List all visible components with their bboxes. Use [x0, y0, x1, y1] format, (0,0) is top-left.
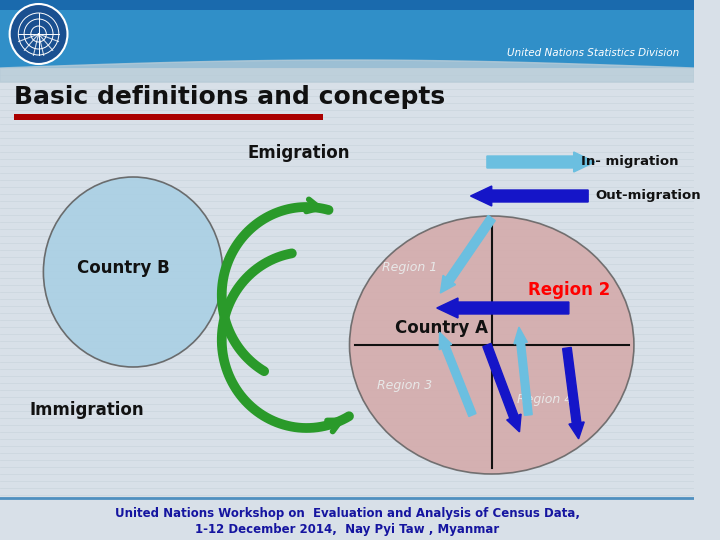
Text: Region 4: Region 4 — [517, 394, 572, 407]
Text: In- migration: In- migration — [581, 156, 679, 168]
Text: Region 2: Region 2 — [528, 281, 610, 299]
FancyArrow shape — [483, 343, 521, 432]
FancyArrow shape — [439, 332, 476, 416]
Text: Out-migration: Out-migration — [595, 190, 701, 202]
Text: Country A: Country A — [395, 319, 488, 337]
FancyArrow shape — [441, 215, 495, 293]
Text: United Nations Statistics Division: United Nations Statistics Division — [508, 48, 680, 58]
Bar — [0, 10, 694, 68]
Text: Region 1: Region 1 — [382, 261, 437, 274]
Text: Region 3: Region 3 — [377, 379, 433, 392]
Bar — [14, 114, 323, 120]
FancyArrow shape — [514, 327, 532, 415]
Bar — [0, 68, 694, 498]
Text: Basic definitions and concepts: Basic definitions and concepts — [14, 85, 446, 109]
FancyArrow shape — [437, 298, 569, 318]
Text: 1-12 December 2014,  Nay Pyi Taw , Myanmar: 1-12 December 2014, Nay Pyi Taw , Myanma… — [195, 523, 499, 537]
Circle shape — [9, 4, 68, 64]
Ellipse shape — [349, 216, 634, 474]
Text: Immigration: Immigration — [30, 401, 144, 419]
Polygon shape — [0, 60, 694, 82]
FancyArrow shape — [470, 186, 588, 206]
FancyArrow shape — [562, 347, 584, 439]
Ellipse shape — [43, 177, 222, 367]
Text: United Nations Workshop on  Evaluation and Analysis of Census Data,: United Nations Workshop on Evaluation an… — [114, 508, 580, 521]
Bar — [0, 0, 694, 68]
Text: Country B: Country B — [77, 259, 170, 277]
Bar — [0, 498, 694, 540]
Text: Emigration: Emigration — [248, 144, 350, 162]
FancyArrow shape — [487, 152, 595, 172]
